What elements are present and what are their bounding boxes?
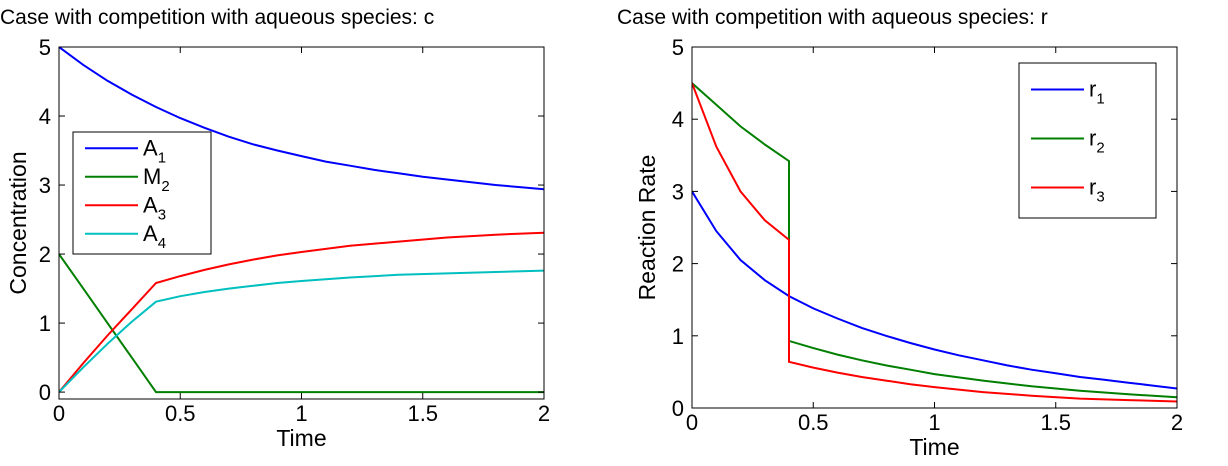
legend-box — [72, 131, 212, 255]
x-tick-label: 0.5 — [165, 401, 196, 426]
x-tick-label: 1 — [928, 410, 940, 435]
x-tick-label: 1.5 — [1040, 410, 1071, 435]
y-tick-label: 1 — [39, 311, 51, 336]
y-tick-label: 0 — [39, 380, 51, 405]
y-axis-label: Concentration — [5, 151, 31, 294]
y-tick-label: 0 — [672, 396, 684, 421]
legend-subscript: 3 — [1096, 189, 1104, 206]
y-tick-label: 2 — [672, 252, 684, 277]
y-tick-label: 3 — [39, 173, 51, 198]
x-tick-label: 1.5 — [407, 401, 438, 426]
y-tick-label: 4 — [672, 107, 684, 132]
chart-1: Case with competition with aqueous speci… — [0, 6, 550, 451]
y-tick-label: 1 — [672, 324, 684, 349]
x-tick-label: 2 — [538, 401, 550, 426]
series-line-a3 — [59, 231, 544, 393]
legend-subscript: 1 — [1096, 91, 1104, 108]
x-tick-label: 1 — [295, 401, 307, 426]
chart-title: Case with competition with aqueous speci… — [0, 6, 434, 29]
legend-subscript: 3 — [158, 206, 166, 223]
chart-title: Case with competition with aqueous speci… — [617, 6, 1048, 29]
legend-subscript: 1 — [158, 149, 166, 166]
y-tick-label: 3 — [672, 179, 684, 204]
legend-subscript: 2 — [161, 178, 169, 195]
series-line-r2 — [692, 82, 1177, 399]
x-axis-label: Time — [276, 425, 326, 451]
legend-box — [1018, 62, 1157, 219]
series-line-a4 — [59, 269, 544, 393]
legend-subscript: 4 — [158, 235, 166, 252]
series-line-r1 — [692, 190, 1177, 390]
y-axis-label: Reaction Rate — [634, 155, 660, 301]
series-line-m2 — [59, 253, 544, 394]
x-tick-label: 0 — [53, 401, 65, 426]
series-line-a1 — [59, 47, 544, 191]
y-tick-label: 5 — [672, 35, 684, 60]
y-tick-label: 4 — [39, 104, 51, 129]
y-tick-label: 2 — [39, 242, 51, 267]
chart-2: Case with competition with aqueous speci… — [617, 6, 1183, 460]
x-tick-label: 0.5 — [798, 410, 829, 435]
y-tick-label: 5 — [39, 35, 51, 60]
x-axis-label: Time — [909, 434, 959, 460]
x-tick-label: 0 — [686, 410, 698, 435]
series-line-r3 — [692, 82, 1177, 403]
x-tick-label: 2 — [1171, 410, 1183, 435]
legend-subscript: 2 — [1096, 140, 1104, 157]
